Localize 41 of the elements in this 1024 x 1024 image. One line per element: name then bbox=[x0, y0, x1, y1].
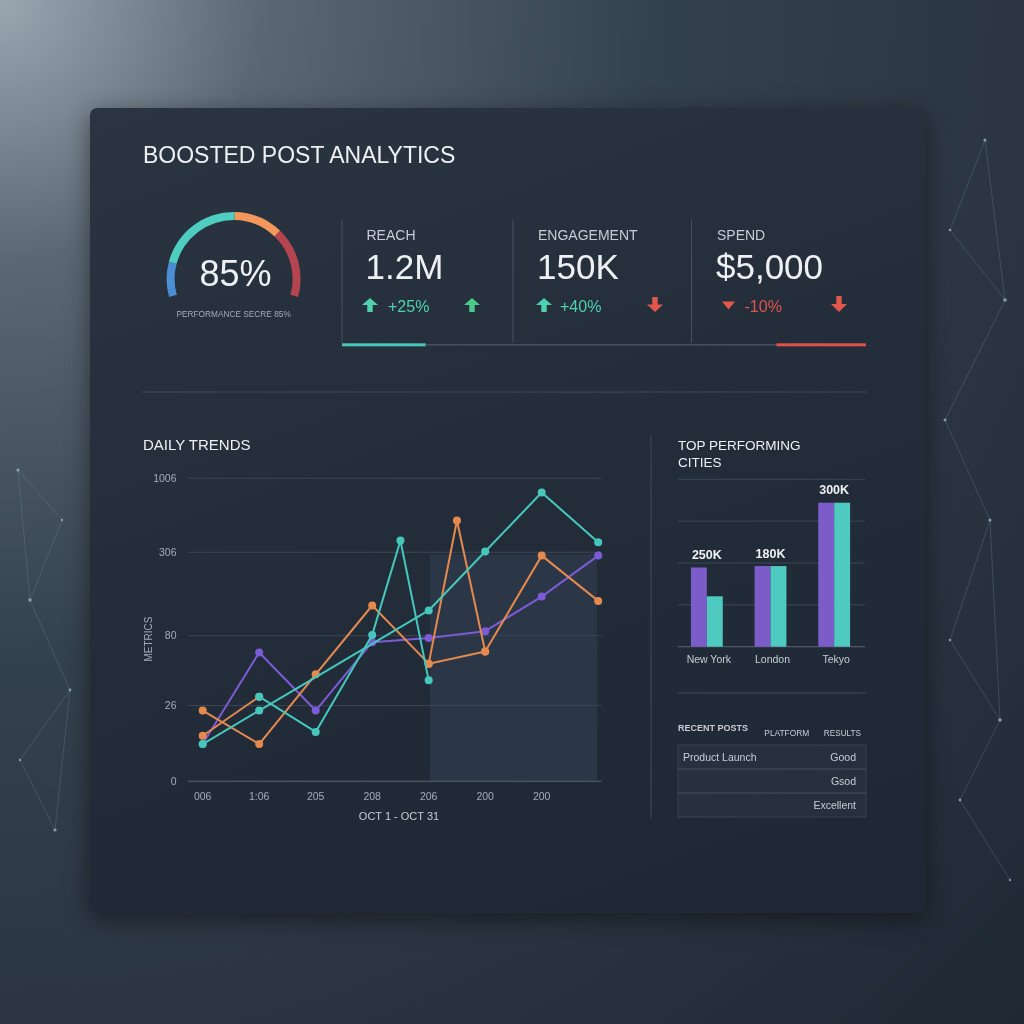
y-tick-label: 1006 bbox=[153, 472, 177, 485]
x-axis-title: OCT 1 - OCT 31 bbox=[358, 809, 440, 822]
text: Excellent bbox=[813, 799, 856, 811]
text: RECENT POSTS bbox=[678, 723, 749, 733]
text: 300K bbox=[819, 483, 850, 498]
x-tick-label: Tekyo bbox=[822, 653, 851, 666]
text: 150K bbox=[537, 246, 619, 286]
text: Gsod bbox=[830, 775, 856, 787]
x-tick-label: 200 bbox=[532, 789, 551, 802]
x-tick-label: 200 bbox=[476, 789, 495, 802]
x-tick-label: London bbox=[754, 653, 791, 666]
y-tick-label: 80 bbox=[164, 629, 177, 642]
x-tick-label: 006 bbox=[193, 789, 212, 802]
text: SPEND bbox=[717, 226, 766, 243]
x-tick-label: New York bbox=[686, 653, 732, 666]
text: 1.2M bbox=[365, 246, 444, 286]
text: $5,000 bbox=[716, 246, 824, 286]
text: RESULTS bbox=[823, 728, 862, 738]
x-tick-label: 1:06 bbox=[248, 789, 270, 802]
text: REACH bbox=[366, 226, 416, 243]
chart-title: TOP PERFORMING CITIES bbox=[678, 438, 801, 470]
x-tick-label: 206 bbox=[419, 789, 438, 802]
y-tick-label: 0 bbox=[170, 775, 177, 788]
y-axis-title: METRICS bbox=[142, 616, 154, 662]
text: +40% bbox=[560, 297, 602, 315]
text: PERFORMANCE SECRE 85% bbox=[176, 309, 292, 320]
y-tick-label: 26 bbox=[164, 699, 177, 712]
category-label: Product Launch bbox=[683, 751, 757, 763]
text: Good bbox=[830, 751, 856, 763]
text: ENGAGEMENT bbox=[538, 226, 639, 243]
annotation: 180K bbox=[755, 546, 786, 561]
text: 85% bbox=[199, 253, 272, 294]
text: BOOSTED POST ANALYTICS bbox=[143, 142, 456, 168]
text: PLATFORM bbox=[764, 727, 810, 738]
x-tick-label: 208 bbox=[363, 789, 382, 802]
y-tick-label: 306 bbox=[158, 546, 177, 559]
x-tick-label: 205 bbox=[306, 789, 325, 802]
text: -10% bbox=[744, 297, 782, 315]
chart-title: DAILY TRENDS bbox=[143, 436, 251, 453]
text: +25% bbox=[388, 297, 430, 315]
annotation: 250K bbox=[691, 548, 722, 562]
